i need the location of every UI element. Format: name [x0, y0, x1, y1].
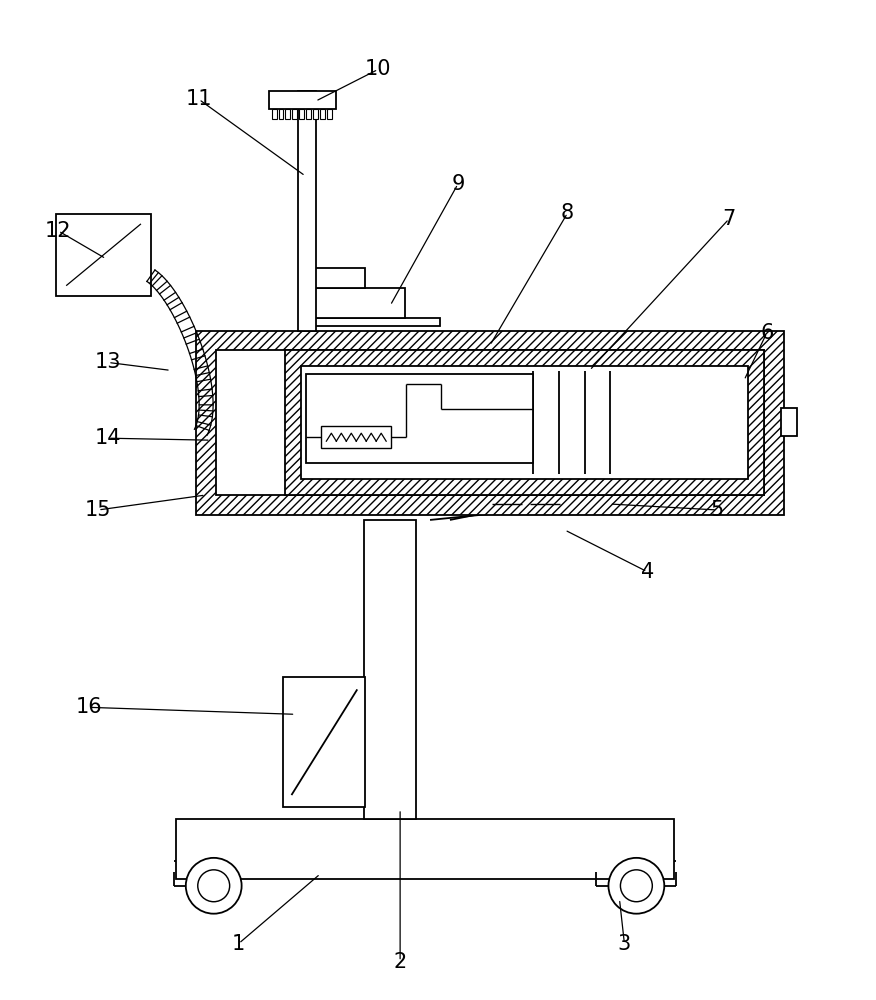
Bar [176, 819, 675, 879]
Bar [215, 350, 764, 495]
Bar [301, 366, 748, 479]
Bar [328, 109, 332, 119]
Bar [472, 494, 696, 512]
Text: 7: 7 [723, 209, 736, 229]
Text: 10: 10 [365, 59, 392, 79]
Bar [56, 214, 151, 296]
Bar [781, 408, 797, 436]
Bar [269, 91, 336, 109]
Text: 15: 15 [85, 500, 111, 520]
Text: 2: 2 [393, 952, 406, 972]
Text: 11: 11 [186, 89, 212, 109]
Circle shape [186, 858, 242, 914]
Bar [286, 109, 291, 119]
Bar [310, 268, 365, 288]
Bar [307, 374, 533, 463]
Bar [284, 677, 365, 807]
Bar [307, 109, 311, 119]
Bar [310, 318, 440, 326]
Bar [300, 109, 305, 119]
Text: 6: 6 [760, 323, 774, 343]
Bar [321, 109, 325, 119]
Bar [279, 109, 284, 119]
Text: 9: 9 [451, 174, 464, 194]
Bar [314, 109, 318, 119]
Text: 3: 3 [618, 934, 631, 954]
Circle shape [609, 858, 664, 914]
Text: 16: 16 [76, 697, 102, 717]
Text: 12: 12 [45, 221, 72, 241]
Bar [272, 109, 277, 119]
Bar [364, 520, 416, 819]
Text: 4: 4 [640, 562, 654, 582]
Text: 13: 13 [95, 352, 121, 372]
Bar [299, 91, 316, 331]
Text: 1: 1 [232, 934, 245, 954]
Bar [321, 426, 392, 448]
Bar [293, 109, 298, 119]
Circle shape [620, 870, 653, 902]
Text: 5: 5 [710, 500, 724, 520]
Bar [310, 288, 405, 318]
Bar [286, 350, 764, 495]
Text: 8: 8 [561, 203, 574, 223]
Bar [195, 331, 784, 515]
Text: 14: 14 [95, 428, 121, 448]
Circle shape [198, 870, 230, 902]
